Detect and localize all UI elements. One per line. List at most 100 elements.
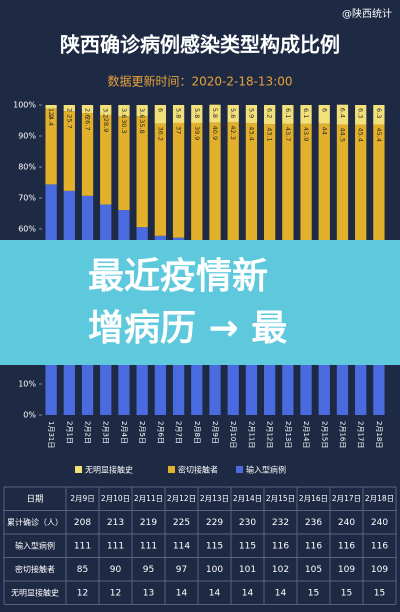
bar-segment xyxy=(154,123,167,236)
x-tick-label: 2月10日 xyxy=(229,421,237,448)
x-tick-label: 1月31日 xyxy=(47,421,55,448)
bar-segment xyxy=(318,123,330,260)
table-cell: 115 xyxy=(206,541,223,551)
bar-segment xyxy=(355,105,367,125)
table-cell: 13 xyxy=(143,588,154,598)
table-cell: 密切接触者 xyxy=(15,564,55,574)
chart-title: 陕西确诊病例感染类型构成比例 xyxy=(60,33,340,57)
x-tick-label: 2月12日 xyxy=(266,421,274,448)
y-tick-label: 100% xyxy=(13,101,36,110)
table-cell: 12 xyxy=(110,588,121,598)
bar-segment xyxy=(209,104,221,123)
legend-swatch xyxy=(236,466,243,473)
bar-segment xyxy=(373,105,385,125)
bar-segment xyxy=(300,105,312,124)
data-label: 24.4 xyxy=(47,112,55,126)
bar-segment xyxy=(136,105,148,117)
bar-segment xyxy=(209,122,221,250)
y-tick-label: 10% xyxy=(18,380,36,389)
bar-segment xyxy=(318,105,330,124)
data-label: 43.7 xyxy=(284,127,292,141)
bar-segment xyxy=(245,123,258,258)
table-cell: 100 xyxy=(206,565,223,575)
x-tick-label: 2月3日 xyxy=(102,421,110,444)
bar-segment xyxy=(263,105,276,125)
bar-segment xyxy=(118,116,130,211)
table-cell: 240 xyxy=(338,518,355,528)
data-label: 35.8 xyxy=(138,119,146,133)
data-label: 39.9 xyxy=(193,126,201,140)
table-cell: 97 xyxy=(176,565,187,575)
table-header: 日期 xyxy=(26,494,43,504)
data-label: 26.7 xyxy=(84,116,92,130)
y-tick-label: 90% xyxy=(18,132,36,141)
table-cell: 232 xyxy=(272,518,289,528)
data-label: 3.6 xyxy=(120,108,128,118)
watermark: @陕西统计 xyxy=(342,7,392,20)
table-cell: 105 xyxy=(305,565,322,575)
table-cell: 15 xyxy=(374,588,385,598)
x-tick-label: 2月9日 xyxy=(211,421,219,444)
bar-segment xyxy=(191,122,203,247)
table-cell: 213 xyxy=(107,518,124,528)
y-tick-label: 70% xyxy=(18,194,36,203)
bar-segment xyxy=(373,124,385,266)
bar-segment xyxy=(172,122,185,238)
table-cell: 14 xyxy=(209,588,221,598)
table-cell: 219 xyxy=(140,518,157,528)
x-tick-label: 2月1日 xyxy=(65,421,73,444)
x-tick-label: 2月8日 xyxy=(193,421,201,444)
table-header: 2月10日 xyxy=(101,494,130,503)
table-header: 2月18日 xyxy=(365,494,394,503)
bar-segment xyxy=(227,105,239,123)
table-cell: 116 xyxy=(338,541,355,551)
bar-segment xyxy=(154,105,167,124)
table-cell: 90 xyxy=(110,565,122,575)
x-tick-label: 2月4日 xyxy=(120,421,128,444)
table-cell: 95 xyxy=(143,565,154,575)
legend-label: 密切接触者 xyxy=(178,465,218,475)
data-label: 6.1 xyxy=(302,108,310,118)
x-tick-label: 2月18日 xyxy=(375,421,383,448)
bar-segment xyxy=(63,111,75,191)
banner-text: 增病历 → 最 xyxy=(88,308,287,349)
x-tick-label: 2月15日 xyxy=(320,421,328,448)
x-tick-label: 2月5日 xyxy=(138,421,146,444)
data-label: 2 xyxy=(65,108,73,112)
y-tick-label: 0% xyxy=(23,411,36,420)
table-header: 2月11日 xyxy=(134,494,163,503)
data-label: 44.5 xyxy=(338,128,346,142)
data-label: 30.3 xyxy=(120,119,128,133)
bar-segment xyxy=(100,114,112,205)
data-label: 6.3 xyxy=(357,108,365,118)
x-tick-label: 2月2日 xyxy=(84,421,92,444)
table-cell: 111 xyxy=(74,541,91,551)
table-cell: 15 xyxy=(308,588,319,598)
table-cell: 109 xyxy=(371,565,388,575)
bar-segment xyxy=(245,105,258,124)
legend-label: 输入型病例 xyxy=(246,465,286,475)
data-label: 43.4 xyxy=(247,126,255,140)
data-label: 43.9 xyxy=(302,127,310,141)
data-label: 28.9 xyxy=(102,118,110,132)
bar-segment xyxy=(172,105,185,123)
x-tick-label: 2月13日 xyxy=(284,421,292,448)
chart-subtitle: 数据更新时间：2020-2-18-13:00 xyxy=(107,74,292,89)
data-label: 3.6 xyxy=(138,108,146,118)
bar-segment xyxy=(81,105,94,114)
table-cell: 12 xyxy=(77,588,88,598)
table-cell: 15 xyxy=(341,588,352,598)
data-label: 6 xyxy=(320,108,328,112)
data-label: 37 xyxy=(175,126,183,134)
bar-segment xyxy=(118,105,130,117)
table-header: 2月17日 xyxy=(332,494,361,503)
legend-swatch xyxy=(75,466,82,473)
table-cell: 无明显接触史 xyxy=(11,587,59,597)
legend-label: 无明显接触史 xyxy=(85,465,133,475)
bar-segment xyxy=(263,124,276,258)
banner xyxy=(0,240,400,365)
bar-segment xyxy=(300,123,312,260)
banner-text: 最近疫情新 xyxy=(88,256,268,297)
y-tick-label: 80% xyxy=(18,163,36,172)
